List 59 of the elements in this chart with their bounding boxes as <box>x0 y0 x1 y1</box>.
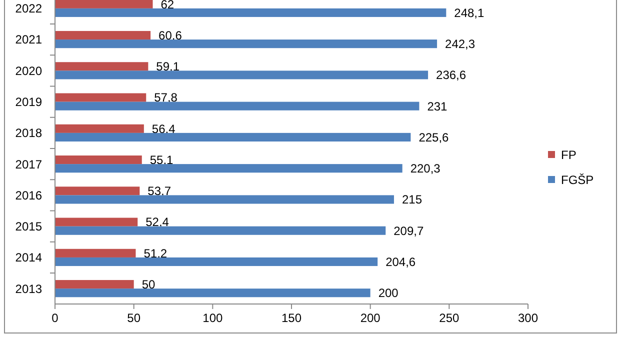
data-label: 215 <box>402 192 422 207</box>
data-label: 59,1 <box>156 60 180 74</box>
data-label: 204,6 <box>386 254 416 269</box>
y-tick-label: 2020 <box>15 64 42 78</box>
y-tick-label: 2017 <box>15 157 42 172</box>
data-label: 56,4 <box>152 122 176 136</box>
bar <box>55 186 140 196</box>
data-label: 53,7 <box>148 184 172 198</box>
y-tick-label: 2018 <box>15 126 42 140</box>
x-tick-label: 50 <box>127 311 141 325</box>
y-tick-label: 2013 <box>15 282 42 296</box>
x-tick-label: 0 <box>52 311 59 325</box>
bar <box>55 8 446 17</box>
data-label: 242,3 <box>445 37 476 52</box>
x-tick-label: 300 <box>518 311 538 325</box>
data-label: 55,1 <box>150 152 174 167</box>
bar <box>55 93 146 102</box>
x-tick-label: 250 <box>439 311 460 325</box>
y-tick-label: 2015 <box>15 220 42 234</box>
data-label: 60,6 <box>158 28 182 42</box>
y-tick-label: 2016 <box>15 188 42 202</box>
bar <box>55 164 402 173</box>
data-label: 200 <box>378 286 399 300</box>
data-label: 57,8 <box>154 90 178 105</box>
data-label: 236,6 <box>436 68 466 82</box>
y-tick-label: 2022 <box>15 2 42 16</box>
bar <box>55 257 378 266</box>
data-label: 220,3 <box>410 162 441 176</box>
bar <box>55 218 138 226</box>
y-tick-label: 2021 <box>15 32 42 47</box>
data-label: 248,1 <box>454 6 485 20</box>
data-label: 209,7 <box>394 224 424 238</box>
data-label: 50 <box>142 278 156 292</box>
y-tick-label: 2019 <box>15 95 42 110</box>
bar <box>55 0 153 8</box>
bar <box>55 226 386 235</box>
data-label: 51,2 <box>144 246 168 260</box>
bar <box>55 195 394 204</box>
bar <box>55 70 428 80</box>
x-tick-label: 150 <box>281 311 302 325</box>
bar <box>55 30 151 40</box>
bar <box>55 156 142 164</box>
data-label: 62 <box>160 0 174 12</box>
data-label: 52,4 <box>146 215 170 230</box>
bar <box>55 288 370 298</box>
bar <box>55 280 134 289</box>
bar <box>55 132 411 142</box>
y-tick-label: 2014 <box>15 250 42 265</box>
x-tick-label: 100 <box>202 311 223 325</box>
x-tick-label: 200 <box>360 311 381 325</box>
data-label: 231 <box>427 99 448 114</box>
data-label: 225,6 <box>418 130 450 144</box>
bar <box>55 40 438 48</box>
bar <box>55 248 136 258</box>
bar <box>55 62 148 71</box>
legend-label: FP <box>561 148 576 162</box>
legend-label: FGŠP <box>561 173 594 188</box>
bar <box>55 102 420 110</box>
bar <box>55 124 144 133</box>
